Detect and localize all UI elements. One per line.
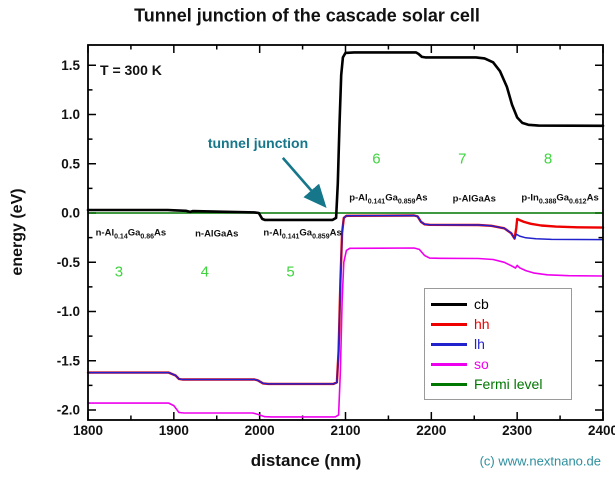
tunnel-junction-annotation: tunnel junction xyxy=(207,135,309,151)
region-number: 8 xyxy=(543,150,553,168)
material-text: Ga xyxy=(299,227,313,239)
curve-lh xyxy=(87,214,604,385)
material-text: As xyxy=(329,227,342,239)
region-number: 6 xyxy=(372,150,381,168)
region-material-label: p-In0.388Ga0.612As xyxy=(521,193,598,206)
material-text: Ga xyxy=(127,227,141,239)
legend-label: hh xyxy=(474,316,490,332)
curve-cb xyxy=(86,51,605,222)
x-tick-label: 2000 xyxy=(245,423,275,438)
tunnel-junction-arrow xyxy=(281,156,327,209)
x-tick-label: 2300 xyxy=(502,423,532,438)
material-subscript: 0.141 xyxy=(281,233,300,241)
region-number: 5 xyxy=(286,263,295,281)
curve-so xyxy=(87,247,604,418)
legend-line-sample xyxy=(431,322,467,326)
material-text: n-Al xyxy=(95,227,115,239)
y-tick-label: 1.5 xyxy=(61,58,80,73)
material-subscript: 0.859 xyxy=(312,233,330,241)
legend-line-sample xyxy=(431,302,467,306)
material-text: n-AlGaAs xyxy=(195,228,239,240)
legend-entry: Fermi level xyxy=(431,377,565,391)
region-material-label: p-Al0.141Ga0.859As xyxy=(349,193,427,206)
legend-box: cb hh lh so Fermi level xyxy=(424,288,572,400)
material-text: As xyxy=(586,192,599,204)
y-axis-label: energy (eV) xyxy=(9,188,26,276)
y-tick-label: -2.0 xyxy=(57,403,80,418)
legend-label: so xyxy=(474,356,489,372)
plot-border xyxy=(87,44,604,421)
region-material-label: n-AlGaAs xyxy=(195,228,238,239)
legend-label: lh xyxy=(474,336,485,352)
y-tick-label: 1.0 xyxy=(61,107,80,122)
material-text: n-Al xyxy=(263,227,282,239)
legend-label: cb xyxy=(474,296,489,312)
x-tick-label: 2200 xyxy=(416,423,446,438)
x-tick-label: 1800 xyxy=(73,423,103,438)
material-text: Ga xyxy=(556,192,570,204)
y-tick-label: 0.0 xyxy=(61,206,80,221)
material-subscript: 0.86 xyxy=(140,233,155,241)
legend-entry: hh xyxy=(431,317,565,331)
y-tick-label: -0.5 xyxy=(57,255,81,270)
copyright-text: (c) www.nextnano.de xyxy=(479,453,601,469)
material-subscript: 0.14 xyxy=(114,233,128,241)
legend-label: Fermi level xyxy=(474,376,543,392)
legend-line-sample xyxy=(431,362,467,366)
legend-entry: so xyxy=(431,357,565,371)
material-subscript: 0.859 xyxy=(397,198,416,206)
material-subscript: 0.612 xyxy=(569,198,587,206)
material-text: p-In xyxy=(521,192,539,204)
legend-entry: lh xyxy=(431,337,565,351)
region-number: 4 xyxy=(200,263,209,281)
y-tick-label: 0.5 xyxy=(61,156,80,171)
material-text: As xyxy=(415,192,428,204)
region-number: 3 xyxy=(114,263,124,281)
material-text: Ga xyxy=(385,192,398,204)
region-material-label: n-Al0.14Ga0.86As xyxy=(96,227,167,240)
material-subscript: 0.388 xyxy=(538,198,557,206)
legend-entry: cb xyxy=(431,297,565,311)
material-text: As xyxy=(154,227,167,239)
temperature-label: T = 300 K xyxy=(100,62,162,78)
x-tick-label: 1900 xyxy=(159,423,189,438)
material-text: p-Al xyxy=(349,192,368,204)
region-material-label: p-AlGaAs xyxy=(453,194,496,205)
x-tick-label: 2100 xyxy=(330,423,360,438)
material-text: p-AlGaAs xyxy=(452,193,496,205)
x-axis-label: distance (nm) xyxy=(250,451,362,470)
region-material-label: n-Al0.141Ga0.859As xyxy=(263,227,341,240)
y-tick-label: -1.0 xyxy=(57,304,80,319)
x-tick-label: 2400 xyxy=(588,423,615,438)
material-subscript: 0.141 xyxy=(367,198,386,206)
region-number: 7 xyxy=(458,150,467,168)
legend-line-sample xyxy=(431,342,467,346)
page-title: Tunnel junction of the cascade solar cel… xyxy=(134,5,480,26)
y-tick-label: -1.5 xyxy=(57,353,81,368)
legend-line-sample xyxy=(431,382,467,386)
